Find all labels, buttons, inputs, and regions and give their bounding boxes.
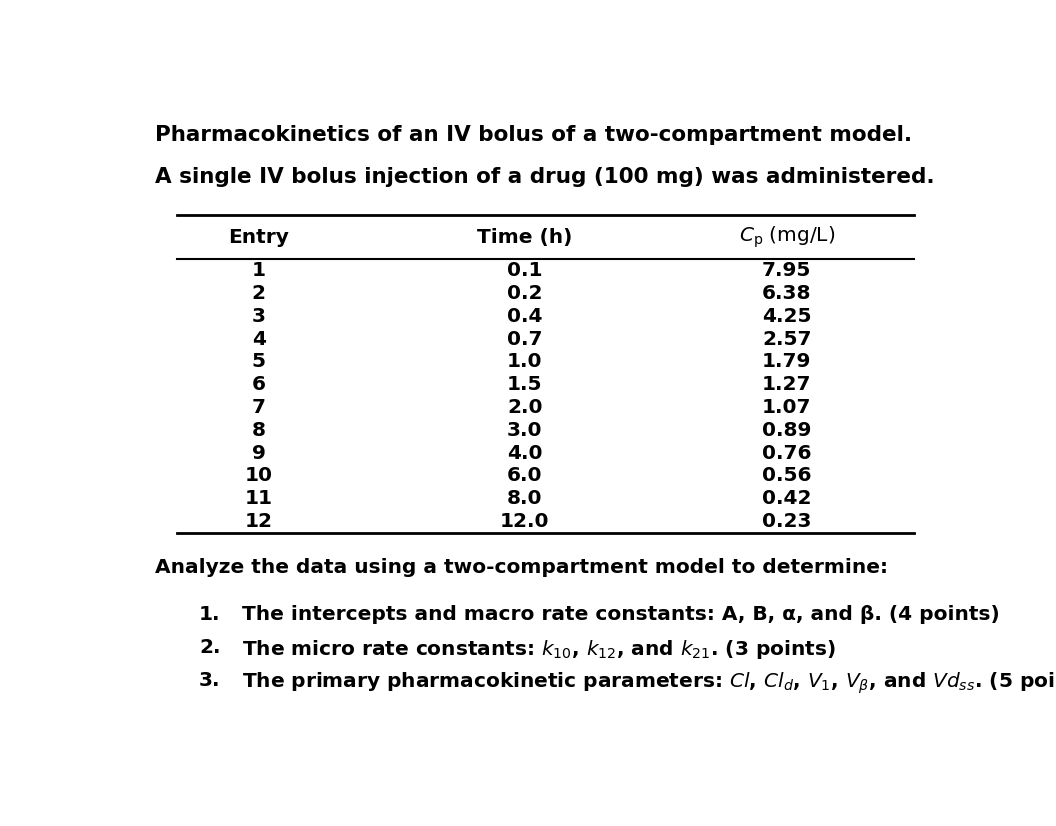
- Text: 0.23: 0.23: [762, 512, 811, 531]
- Text: 8.0: 8.0: [507, 489, 543, 508]
- Text: 6.38: 6.38: [762, 284, 811, 303]
- Text: Pharmacokinetics of an IV bolus of a two-compartment model.: Pharmacokinetics of an IV bolus of a two…: [155, 125, 912, 145]
- Text: 1.79: 1.79: [762, 353, 811, 372]
- Text: The intercepts and macro rate constants: A, B, α, and β. (4 points): The intercepts and macro rate constants:…: [243, 605, 1000, 624]
- Text: 1.07: 1.07: [762, 398, 811, 417]
- Text: 9: 9: [252, 444, 266, 463]
- Text: 0.7: 0.7: [507, 330, 543, 349]
- Text: 1.27: 1.27: [762, 375, 811, 394]
- Text: The primary pharmacokinetic parameters: $Cl$, $Cl_d$, $V_1$, $V_{\beta}$, and $V: The primary pharmacokinetic parameters: …: [243, 671, 1056, 696]
- Text: 1.5: 1.5: [507, 375, 543, 394]
- Text: 7: 7: [251, 398, 266, 417]
- Text: Entry: Entry: [228, 228, 289, 247]
- Text: 1: 1: [251, 261, 266, 280]
- Text: 10: 10: [245, 467, 272, 486]
- Text: 11: 11: [245, 489, 272, 508]
- Text: 4.0: 4.0: [507, 444, 543, 463]
- Text: 0.56: 0.56: [762, 467, 811, 486]
- Text: 0.2: 0.2: [507, 284, 543, 303]
- Text: 4: 4: [251, 330, 266, 349]
- Text: 2.57: 2.57: [762, 330, 811, 349]
- Text: $C_\mathrm{p}$ (mg/L): $C_\mathrm{p}$ (mg/L): [738, 225, 835, 250]
- Text: 0.4: 0.4: [507, 307, 543, 326]
- Text: 1.: 1.: [200, 605, 221, 624]
- Text: 3.: 3.: [200, 671, 221, 690]
- Text: 6.0: 6.0: [507, 467, 543, 486]
- Text: 2.0: 2.0: [507, 398, 543, 417]
- Text: 0.76: 0.76: [762, 444, 811, 463]
- Text: The micro rate constants: $k_{10}$, $k_{12}$, and $k_{21}$. (3 points): The micro rate constants: $k_{10}$, $k_{…: [243, 638, 836, 661]
- Text: 7.95: 7.95: [762, 261, 811, 280]
- Text: 6: 6: [251, 375, 266, 394]
- Text: 12.0: 12.0: [501, 512, 549, 531]
- Text: 3.0: 3.0: [507, 420, 543, 439]
- Text: A single IV bolus injection of a drug (100 mg) was administered.: A single IV bolus injection of a drug (1…: [155, 167, 935, 188]
- Text: 8: 8: [251, 420, 266, 439]
- Text: 2.: 2.: [200, 638, 221, 657]
- Text: Analyze the data using a two-compartment model to determine:: Analyze the data using a two-compartment…: [155, 558, 888, 577]
- Text: 3: 3: [251, 307, 266, 326]
- Text: 1.0: 1.0: [507, 353, 543, 372]
- Text: Time (h): Time (h): [477, 228, 572, 247]
- Text: 4.25: 4.25: [762, 307, 811, 326]
- Text: 2: 2: [251, 284, 266, 303]
- Text: 5: 5: [251, 353, 266, 372]
- Text: 0.42: 0.42: [762, 489, 811, 508]
- Text: 12: 12: [245, 512, 272, 531]
- Text: 0.1: 0.1: [507, 261, 543, 280]
- Text: 0.89: 0.89: [762, 420, 811, 439]
